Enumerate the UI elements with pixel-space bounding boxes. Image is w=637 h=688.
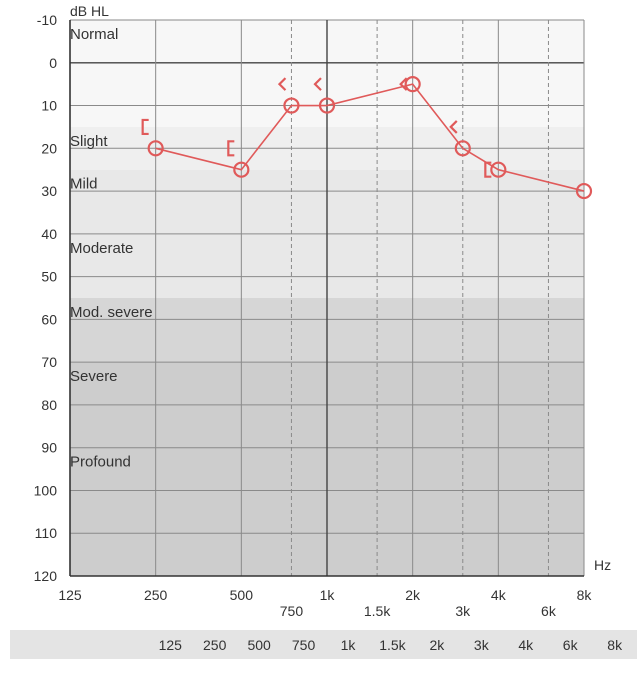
table-header-cell: 125 <box>148 630 193 659</box>
y-tick-label: 80 <box>41 397 57 413</box>
band-label-4: Mod. severe <box>70 304 153 321</box>
data-point <box>318 97 336 114</box>
table-value-cell <box>192 659 237 688</box>
y-tick-label: 0 <box>49 55 57 71</box>
table-header-cell: 1.5k <box>370 630 415 659</box>
data-point <box>454 140 471 157</box>
bone-unmasked-marker <box>313 77 322 91</box>
air-conduction-series <box>147 76 593 200</box>
y-tick-label: 50 <box>41 269 57 285</box>
bone-masked-marker <box>141 118 149 136</box>
y-tick-label: 110 <box>35 525 58 541</box>
band-label-2: Mild <box>70 176 98 193</box>
table-value-cell <box>592 659 637 688</box>
data-point <box>233 161 250 178</box>
y-tick-label: 90 <box>41 440 57 456</box>
band-label-6: Profound <box>70 454 131 471</box>
y-tick-label: 30 <box>41 183 57 199</box>
bone-masked-marker <box>227 140 235 157</box>
threshold-table: 125 250 500 750 1k 1.5k 2k 3k 4k 6k 8k <box>10 630 637 688</box>
band-label-5: Severe <box>70 368 118 385</box>
table-value-cell <box>370 659 415 688</box>
data-point <box>283 97 300 114</box>
y-tick-label: 40 <box>41 226 57 242</box>
bone-unmasked-marker <box>449 120 458 134</box>
y-axis-title: dB HL <box>70 3 109 19</box>
x-tick-label: 4k <box>491 587 507 603</box>
x-tick-label: 2k <box>405 587 421 603</box>
y-tick-label: -10 <box>37 12 57 28</box>
table-corner-cell <box>10 630 149 659</box>
table-value-cell <box>547 659 593 688</box>
table-value-cell <box>414 659 460 688</box>
table-header-cell: 1k <box>325 630 371 659</box>
x-tick-label: 3k <box>455 603 471 619</box>
table-value-row <box>10 659 637 688</box>
x-tick-label: 8k <box>577 587 593 603</box>
bone-masked-marker <box>484 161 492 178</box>
table-value-cell <box>325 659 371 688</box>
bone-unmasked-marker <box>277 77 287 91</box>
x-tick-label: 250 <box>144 587 168 603</box>
y-tick-label: 10 <box>41 98 57 114</box>
x-tick-label: 500 <box>230 587 254 603</box>
data-point <box>404 76 421 93</box>
table-header-row: 125 250 500 750 1k 1.5k 2k 3k 4k 6k 8k <box>10 630 637 659</box>
table-header-cell: 8k <box>592 630 637 659</box>
band-label-1: Slight <box>70 133 108 150</box>
table-value-cell <box>236 659 282 688</box>
audiogram-chart: Normal Slight Mild Moderate Mod. severe Sever… <box>34 3 611 619</box>
x-axis-title: Hz <box>594 557 611 573</box>
x-tick-label: 750 <box>280 603 304 619</box>
x-tick-label: 125 <box>58 587 82 603</box>
x-tick-label: 1.5k <box>364 603 391 619</box>
data-point <box>575 182 593 200</box>
band-label-3: Moderate <box>70 240 133 257</box>
x-tick-label: 6k <box>541 603 557 619</box>
table-header-cell: 3k <box>459 630 504 659</box>
data-point <box>147 140 164 157</box>
table-row-label-cell <box>10 659 149 688</box>
table-header-cell: 750 <box>281 630 326 659</box>
y-tick-label: 120 <box>34 568 58 584</box>
bone-conduction-markers <box>141 77 492 178</box>
y-tick-label: 100 <box>34 482 58 498</box>
table-header-cell: 6k <box>547 630 593 659</box>
table-header-cell: 2k <box>414 630 460 659</box>
table-value-cell <box>281 659 326 688</box>
y-tick-label: 20 <box>41 140 57 156</box>
x-tick-label: 1k <box>320 587 336 603</box>
data-point <box>490 161 507 178</box>
table-value-cell <box>148 659 193 688</box>
table-value-cell <box>459 659 504 688</box>
bone-unmasked-marker <box>399 77 408 91</box>
y-tick-label: 60 <box>41 311 57 327</box>
table-header-cell: 250 <box>192 630 237 659</box>
table-value-cell <box>503 659 548 688</box>
band-label-0: Normal <box>70 26 118 43</box>
band-labels: Normal Slight Mild Moderate Mod. severe Sever… <box>70 26 153 471</box>
table-header-cell: 4k <box>503 630 548 659</box>
y-tick-label: 70 <box>41 354 57 370</box>
table-header-cell: 500 <box>236 630 282 659</box>
